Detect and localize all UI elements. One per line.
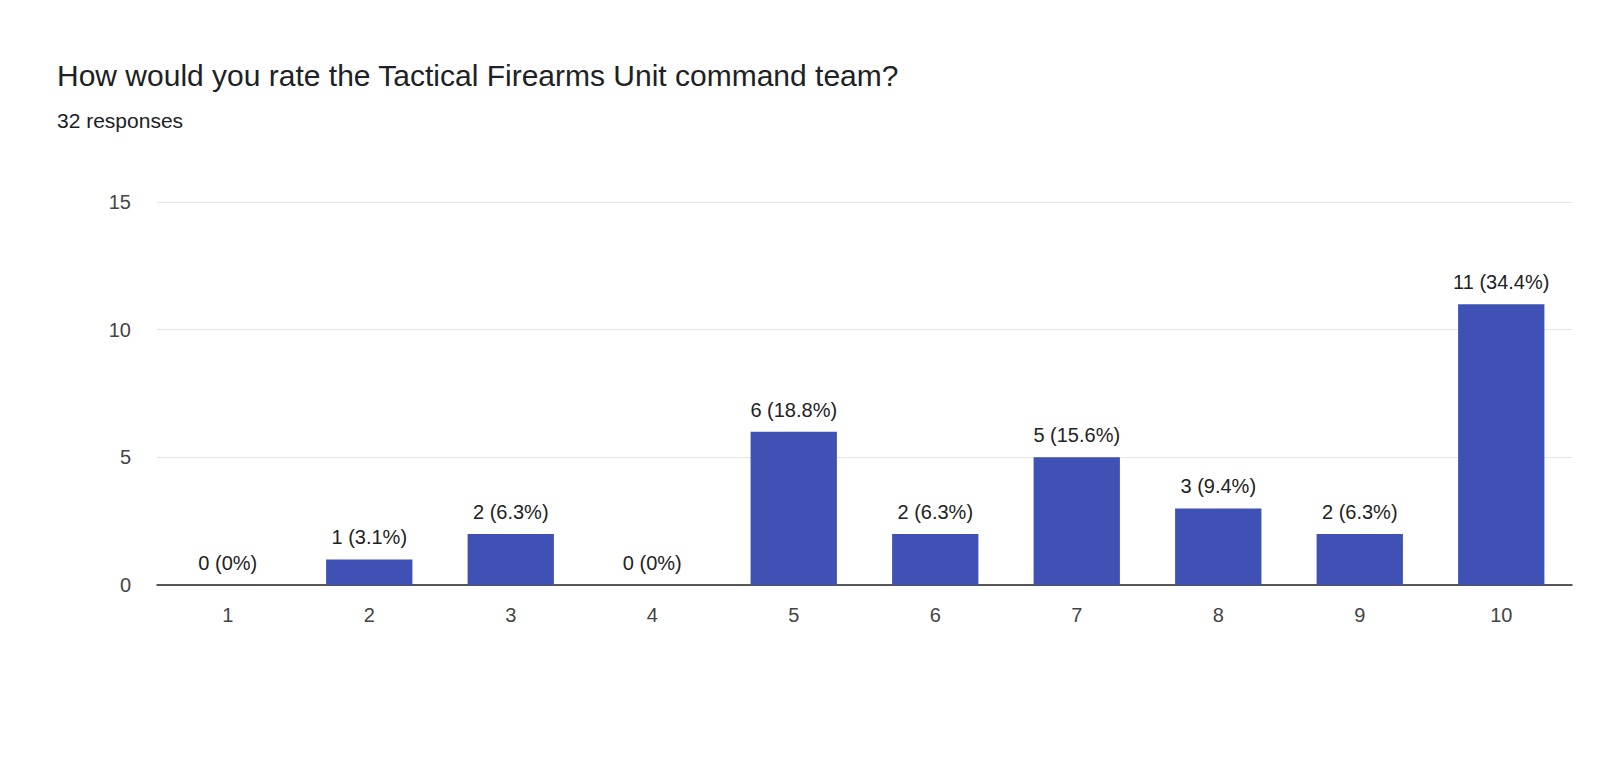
svg-text:1: 1	[222, 604, 233, 626]
svg-text:7: 7	[1071, 604, 1082, 626]
svg-text:3 (9.4%): 3 (9.4%)	[1180, 475, 1256, 497]
svg-text:5 (15.6%): 5 (15.6%)	[1033, 424, 1120, 446]
svg-text:6 (18.8%): 6 (18.8%)	[750, 399, 837, 421]
svg-text:10: 10	[1490, 604, 1512, 626]
svg-text:9: 9	[1354, 604, 1365, 626]
svg-text:3: 3	[505, 604, 516, 626]
svg-text:4: 4	[647, 604, 658, 626]
svg-text:11 (34.4%): 11 (34.4%)	[1453, 271, 1549, 293]
svg-text:32 responses: 32 responses	[57, 109, 183, 132]
svg-text:2: 2	[364, 604, 375, 626]
svg-text:6: 6	[930, 604, 941, 626]
svg-text:0 (0%): 0 (0%)	[198, 552, 257, 574]
svg-text:How would you rate the Tactica: How would you rate the Tactical Firearms…	[57, 59, 898, 92]
svg-text:5: 5	[120, 446, 131, 468]
svg-text:1 (3.1%): 1 (3.1%)	[331, 526, 407, 548]
svg-text:2 (6.3%): 2 (6.3%)	[473, 501, 549, 523]
svg-text:5: 5	[788, 604, 799, 626]
svg-text:2 (6.3%): 2 (6.3%)	[1322, 501, 1398, 523]
svg-text:10: 10	[109, 319, 131, 341]
svg-text:15: 15	[109, 191, 131, 213]
svg-text:0 (0%): 0 (0%)	[623, 552, 682, 574]
svg-text:8: 8	[1213, 604, 1224, 626]
svg-text:2 (6.3%): 2 (6.3%)	[897, 501, 973, 523]
svg-text:0: 0	[120, 574, 131, 596]
